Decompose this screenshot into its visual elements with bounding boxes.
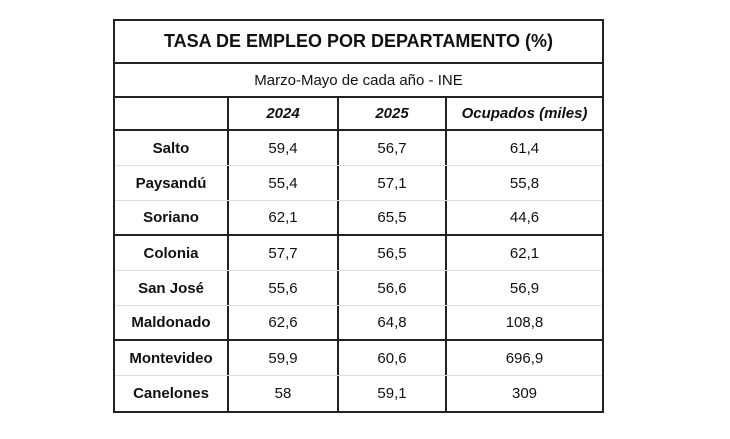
ocupados-value: 55,8 — [509, 174, 540, 192]
employment-table: TASA DE EMPLEO POR DEPARTAMENTO (%) Marz… — [113, 19, 604, 413]
rate-2024: 59,9 — [229, 341, 339, 375]
table-row: Salto 59,4 56,7 61,4 — [115, 131, 602, 166]
dept-name: Colonia — [115, 236, 229, 270]
rate-2025: 65,5 — [339, 201, 447, 234]
dept-name: Paysandú — [115, 166, 229, 200]
table-row: San José 55,6 56,6 56,9 — [115, 271, 602, 306]
ocupados-value: 56,9 — [509, 279, 540, 297]
ocupados-value: 696,9 — [505, 349, 544, 367]
header-2024: 2024 — [229, 98, 339, 129]
table-row: Maldonado 62,6 64,8 108,8 — [115, 306, 602, 341]
ocupados-value: 62,1 — [509, 244, 540, 262]
rate-2025: 59,1 — [339, 376, 447, 411]
rate-2025: 64,8 — [339, 306, 447, 339]
header-empty — [115, 98, 229, 129]
dept-name: Soriano — [115, 201, 229, 234]
dept-name: Canelones — [115, 376, 229, 411]
dept-name: San José — [115, 271, 229, 305]
dept-name: Montevideo — [115, 341, 229, 375]
ocupados-value: 309 — [511, 385, 538, 402]
header-ocupados: Ocupados (miles) — [461, 105, 588, 122]
table-title: TASA DE EMPLEO POR DEPARTAMENTO (%) — [115, 21, 602, 64]
ocupados-value: 61,4 — [509, 139, 540, 157]
table-row: Colonia 57,7 56,5 62,1 — [115, 236, 602, 271]
rate-2024: 62,1 — [229, 201, 339, 234]
header-2025: 2025 — [339, 98, 447, 129]
rate-2025: 56,5 — [339, 236, 447, 270]
dept-name: Maldonado — [115, 306, 229, 339]
rate-2024: 57,7 — [229, 236, 339, 270]
table-row: Soriano 62,1 65,5 44,6 — [115, 201, 602, 236]
rate-2024: 62,6 — [229, 306, 339, 339]
ocupados-value: 108,8 — [505, 314, 544, 331]
ocupados-value: 44,6 — [509, 209, 540, 226]
table-subtitle: Marzo-Mayo de cada año - INE — [115, 64, 602, 98]
rate-2025: 57,1 — [339, 166, 447, 200]
rate-2024: 55,6 — [229, 271, 339, 305]
dept-name: Salto — [115, 131, 229, 165]
rate-2024: 55,4 — [229, 166, 339, 200]
table-row: Montevideo 59,9 60,6 696,9 — [115, 341, 602, 376]
rate-2025: 60,6 — [339, 341, 447, 375]
rate-2025: 56,7 — [339, 131, 447, 165]
table-row: Paysandú 55,4 57,1 55,8 — [115, 166, 602, 201]
header-row: 2024 2025 Ocupados (miles) — [115, 98, 602, 131]
rate-2024: 58 — [229, 376, 339, 411]
rate-2024: 59,4 — [229, 131, 339, 165]
table-row: Canelones 58 59,1 309 — [115, 376, 602, 411]
rate-2025: 56,6 — [339, 271, 447, 305]
